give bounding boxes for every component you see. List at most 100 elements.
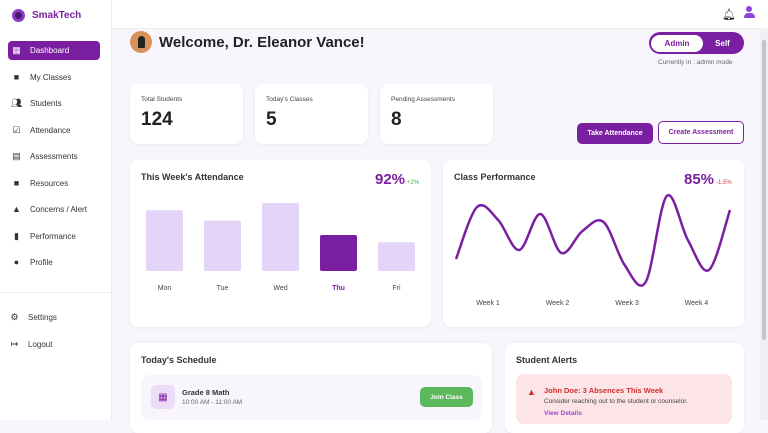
student-alerts-card: Student Alerts ▲ John Doe: 3 Absences Th…: [505, 343, 744, 433]
x-tick-label: Wed: [273, 285, 287, 292]
warning-icon: ▲: [527, 387, 536, 397]
clipboard-icon: ▤: [12, 151, 21, 161]
card-title: Class Performance: [454, 172, 536, 182]
sidebar-item-profile[interactable]: ● Profile: [8, 253, 100, 272]
calendar-icon: ▦: [151, 385, 175, 409]
join-class-button[interactable]: Join Class: [420, 387, 473, 407]
bar-tue: [204, 220, 241, 271]
alert-item: ▲ John Doe: 3 Absences This Week Conside…: [516, 374, 732, 424]
sidebar-item-dashboard[interactable]: ▦ Dashboard: [8, 41, 100, 60]
logo-icon: [12, 9, 25, 22]
x-tick-label: Week 3: [615, 300, 639, 307]
sidebar-item-attendance[interactable]: ☑ Attendance: [8, 121, 100, 140]
logout-icon: ↦: [10, 339, 19, 349]
sidebar-item-logout[interactable]: ↦ Logout: [10, 335, 57, 354]
mode-status: Currently in : admin mode: [658, 59, 733, 66]
bar-thu: [320, 235, 357, 271]
sidebar-nav: ▦ Dashboard ■ My Classes 👥︎ Students ☑ Atten…: [8, 41, 100, 280]
mode-toggle[interactable]: Admin Self: [649, 32, 744, 54]
card-title: This Week's Attendance: [141, 172, 244, 182]
mode-option-self[interactable]: Self: [715, 38, 730, 48]
stat-card-todays-classes: Today's Classes 5: [255, 84, 368, 144]
sidebar-item-concerns[interactable]: ▲ Concerns / Alert: [8, 200, 100, 219]
stat-value: 8: [391, 109, 402, 130]
sidebar-item-label: Logout: [28, 340, 53, 349]
sidebar-item-label: Concerns / Alert: [30, 205, 87, 214]
bar-fri: [378, 242, 415, 271]
x-tick-label: Week 4: [685, 300, 709, 307]
avatar: [130, 31, 152, 53]
brand-logo[interactable]: SmakTech: [12, 9, 81, 22]
take-attendance-button[interactable]: Take Attendance: [577, 123, 653, 144]
sidebar-item-my-classes[interactable]: ■ My Classes: [8, 68, 100, 87]
sidebar-item-assessments[interactable]: ▤ Assessments: [8, 147, 100, 166]
stat-value: 124: [141, 109, 173, 130]
bar-chart-icon: ▮: [14, 230, 19, 241]
x-tick-label: Week 2: [546, 300, 570, 307]
stat-card-pending-assessments: Pending Assessments 8: [380, 84, 493, 144]
page-title: Welcome, Dr. Eleanor Vance!: [159, 33, 365, 51]
x-tick-label: Tue: [217, 285, 229, 292]
mode-option-admin[interactable]: Admin: [651, 34, 703, 52]
class-name: Grade 8 Math: [182, 388, 230, 397]
dashboard-icon: ▦: [12, 45, 21, 55]
performance-percent: 85%: [684, 171, 715, 188]
divider: [0, 292, 112, 293]
attendance-percent: 92%: [375, 171, 406, 188]
stat-card-total-students: Total Students 124: [130, 84, 243, 144]
sidebar-item-label: Attendance: [30, 125, 71, 135]
performance-line: [454, 194, 732, 287]
brand-name: SmakTech: [32, 10, 82, 21]
class-time: 10:00 AM - 11:00 AM: [182, 399, 243, 406]
view-details-link[interactable]: View Details: [544, 410, 582, 417]
calendar-check-icon: ☑: [12, 124, 21, 135]
stat-value: 5: [266, 109, 277, 130]
schedule-card: Today's Schedule ▦ Grade 8 Math 10:00 AM…: [130, 343, 492, 433]
welcome-banner: Welcome, Dr. Eleanor Vance!: [130, 31, 365, 53]
performance-line-chart: Week 1 Week 2 Week 3 Week 4: [454, 194, 732, 307]
card-title: Student Alerts: [516, 355, 578, 365]
x-tick-label: Thu: [332, 285, 345, 292]
sidebar-item-label: My Classes: [30, 72, 72, 82]
performance-value: 85% -1.5%: [684, 171, 732, 188]
top-header: [112, 0, 768, 29]
sidebar-item-resources[interactable]: ■ Resources: [8, 174, 100, 193]
user-account-icon[interactable]: [743, 6, 755, 18]
x-tick-label: Fri: [392, 285, 401, 292]
sidebar-item-label: Dashboard: [30, 46, 70, 55]
account-circle-icon: ●: [13, 257, 20, 267]
attendance-delta: +2%: [407, 180, 420, 186]
schedule-item: ▦ Grade 8 Math 10:00 AM - 11:00 AM Join …: [141, 375, 482, 420]
sidebar-item-label: Profile: [30, 258, 53, 267]
sidebar-item-settings[interactable]: ⚙ Settings: [10, 308, 57, 327]
book-icon: ■: [13, 177, 20, 188]
sidebar-item-students[interactable]: 👥︎ Students: [8, 94, 100, 113]
x-tick-label: Week 1: [476, 300, 500, 307]
people-icon: 👥︎: [10, 98, 23, 108]
scrollbar[interactable]: [760, 30, 768, 420]
gear-icon: ⚙: [10, 312, 19, 322]
stat-label: Pending Assessments: [391, 96, 455, 103]
stat-label: Today's Classes: [266, 96, 313, 103]
sidebar: SmakTech ▦ Dashboard ■ My Classes 👥︎ Studen…: [0, 0, 112, 420]
x-tick-label: Mon: [158, 285, 172, 292]
bar-mon: [146, 210, 183, 271]
performance-delta: -1.5%: [716, 180, 732, 186]
alert-title: John Doe: 3 Absences This Week: [544, 386, 664, 395]
sidebar-item-label: Settings: [28, 313, 57, 322]
notification-bell-icon[interactable]: 🔔︎: [722, 9, 736, 21]
create-assessment-button[interactable]: Create Assessment: [658, 121, 744, 144]
alert-description: Consider reaching out to the student or …: [544, 398, 688, 405]
warning-icon: ▲: [12, 204, 21, 214]
book-icon: ■: [13, 71, 20, 82]
sidebar-item-label: Students: [30, 99, 62, 108]
stat-label: Total Students: [141, 96, 183, 103]
sidebar-item-label: Resources: [30, 178, 69, 188]
attendance-value: 92% +2%: [375, 171, 419, 188]
sidebar-item-performance[interactable]: ▮ Performance: [8, 227, 100, 246]
attendance-card: This Week's Attendance 92% +2% Mon Tue Wed T…: [130, 160, 431, 327]
sidebar-item-label: Assessments: [30, 152, 78, 161]
attendance-bar-chart: Mon Tue Wed Thu Fri: [146, 203, 415, 292]
sidebar-item-label: Performance: [30, 231, 76, 241]
